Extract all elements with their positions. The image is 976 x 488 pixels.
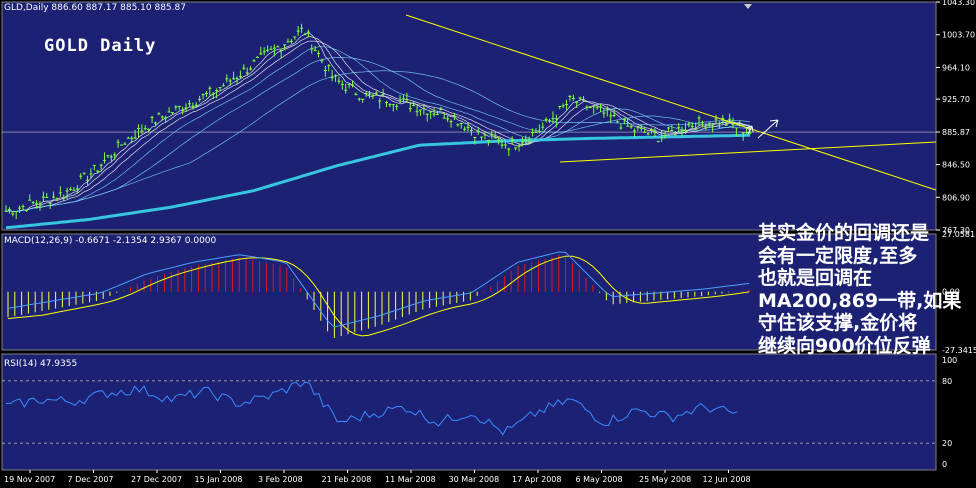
x-tick-label: 27 Dec 2007 <box>131 475 182 484</box>
macd-signal-line <box>7 255 750 337</box>
macd-label: MACD(12,26,9) -0.6671 -2.1354 2.9367 0.0… <box>4 236 217 246</box>
x-tick-label: 6 May 2008 <box>576 475 623 484</box>
price-tick-label: 925.70 <box>942 95 970 104</box>
resistance-trendline <box>405 14 937 191</box>
arrow-mark <box>757 119 779 139</box>
price-pane <box>1 1 937 231</box>
macd-line <box>7 251 750 328</box>
rsi-label: RSI(14) 47.9355 <box>4 359 78 369</box>
chart-header: GLD,Daily 886.60 887.17 885.10 885.87 <box>4 3 186 13</box>
price-tick-label: 885.87 <box>942 128 970 137</box>
rsi-line <box>5 381 738 436</box>
annotation-line: 其实金价的回调还是 <box>758 222 930 244</box>
moving-average-line <box>5 70 751 212</box>
macd-tick-label: 0.00 <box>942 288 960 297</box>
x-tick-label: 30 Mar 2008 <box>449 475 500 484</box>
annotation-line: MA200,869一带,如果 <box>758 289 962 312</box>
macd-tick-label: 27.0581 <box>942 230 975 239</box>
x-tick-label: 19 Nov 2007 <box>4 475 55 484</box>
annotation-line: 继续向900价位反弹 <box>758 334 931 357</box>
x-tick-label: 21 Feb 2008 <box>322 475 372 484</box>
price-tick-label: 964.10 <box>942 63 970 72</box>
price-tick-label: 806.90 <box>942 193 970 202</box>
annotation-note: 其实金价的回调还是 会有一定限度,至多 也就是回调在 MA200,869一带,如… <box>758 222 970 357</box>
rsi-pane <box>1 353 937 471</box>
price-tick-label: 767.30 <box>942 226 970 235</box>
price-tick-label: 846.50 <box>942 161 970 170</box>
scroll-marker-icon <box>744 4 752 9</box>
x-tick-label: 11 Mar 2008 <box>385 475 436 484</box>
moving-average-line <box>5 56 750 212</box>
macd-pane <box>1 233 937 351</box>
ma200-line <box>5 133 751 230</box>
price-tick-label: 1043.30 <box>942 0 975 7</box>
x-tick-label: 7 Dec 2007 <box>68 475 114 484</box>
moving-average-line <box>5 40 751 212</box>
annotation-line: 也就是回调在 <box>758 267 873 289</box>
macd-tick-label: -27.3415 <box>942 346 976 355</box>
support-trendline <box>559 141 937 163</box>
moving-average-line <box>5 45 751 212</box>
arrow-mark <box>745 125 754 135</box>
x-tick-label: 3 Feb 2008 <box>258 475 303 484</box>
rsi-tick-label: 100 <box>942 356 957 365</box>
x-tick-label: 25 May 2008 <box>639 475 691 484</box>
annotation-line: 会有一定限度,至多 <box>758 244 918 267</box>
chart-title: GOLD Daily <box>44 36 157 56</box>
annotation-line: 守住该支撑,金价将 <box>758 312 918 334</box>
x-tick-label: 17 Apr 2008 <box>512 475 561 484</box>
rsi-tick-label: 20 <box>942 439 952 448</box>
price-tick-label: 1003.70 <box>942 31 975 40</box>
rsi-tick-label: 80 <box>942 377 952 386</box>
rsi-tick-label: 0 <box>942 460 947 469</box>
x-tick-label: 15 Jan 2008 <box>195 475 243 484</box>
x-tick-label: 12 Jun 2008 <box>703 475 751 484</box>
moving-average-line <box>5 36 751 212</box>
